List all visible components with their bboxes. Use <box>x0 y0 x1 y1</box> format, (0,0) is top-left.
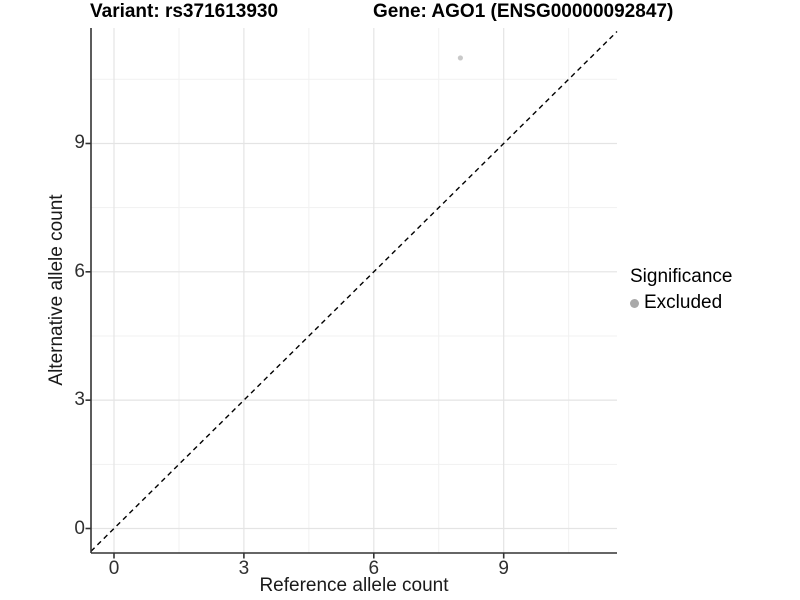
y-tick-label: 6 <box>74 260 85 282</box>
legend-title: Significance <box>630 266 733 287</box>
y-tick-label: 9 <box>74 132 85 154</box>
variant-title: Variant: rs371613930 <box>90 1 279 22</box>
excluded-point-icon <box>630 298 639 308</box>
x-tick-label: 0 <box>108 558 120 579</box>
y-tick-label: 0 <box>74 517 85 539</box>
data-point <box>457 55 463 61</box>
legend-item-excluded: Excluded <box>630 292 732 314</box>
gene-title: Gene: AGO1 (ENSG00000092847) <box>373 1 674 22</box>
x-axis-title: Reference allele count <box>259 575 449 596</box>
legend: Significance Excluded <box>630 266 732 314</box>
y-axis-title: Alternative allele count <box>46 194 67 386</box>
y-tick-label: 3 <box>74 389 85 411</box>
identity-dashed-line <box>90 31 618 552</box>
x-tick-label: 3 <box>238 558 250 579</box>
x-tick-label: 9 <box>498 558 509 579</box>
legend-item-label: Excluded <box>644 292 723 313</box>
x-tick-label: 6 <box>368 558 380 579</box>
